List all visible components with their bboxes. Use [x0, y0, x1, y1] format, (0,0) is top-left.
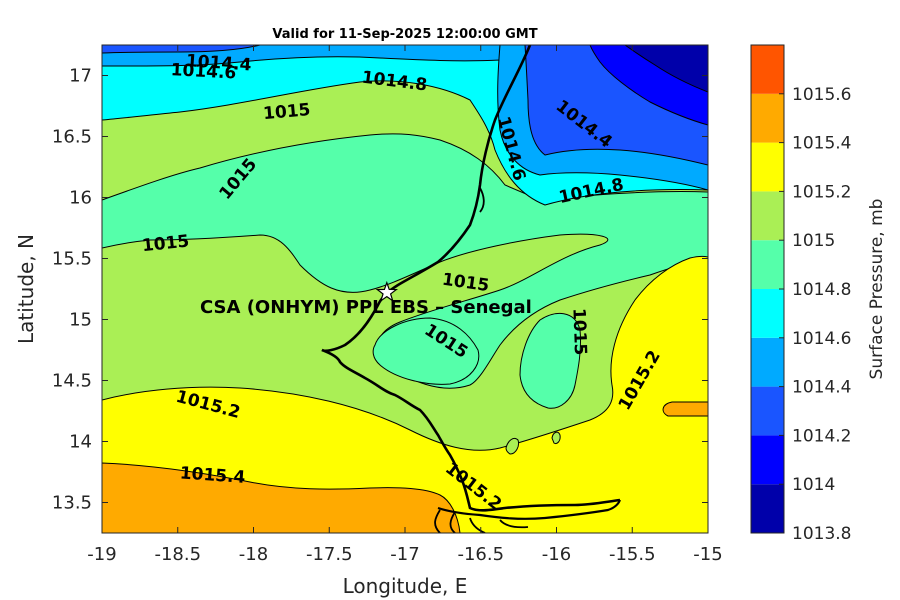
colorbar-swatch: [751, 386, 784, 436]
x-tick-label: -16: [542, 544, 571, 565]
x-tick-label: -17.5: [306, 544, 353, 565]
colorbar-label: 1015: [792, 231, 835, 251]
y-tick-label: 16.5: [52, 127, 92, 148]
colorbar-swatch: [751, 191, 784, 241]
y-tick-label: 15: [69, 310, 92, 331]
coastline: [321, 45, 621, 512]
band-1014.2-topleft: [102, 45, 261, 54]
colorbar-label: 1014.4: [792, 378, 851, 398]
x-tick-label: -16.5: [457, 544, 504, 565]
colorbar-label: 1014.2: [792, 426, 851, 446]
contour-label: 1015: [141, 231, 190, 256]
site-label: CSA (ONHYM) PPL EBS – Senegal: [200, 297, 532, 318]
band-1013.8: [624, 45, 708, 93]
colorbar-swatch: [751, 337, 784, 387]
y-tick-label: 14.5: [52, 371, 92, 392]
colorbar: 1013.8 1014 1014.2 1014.4 1014.6 1014.8 1015 10…: [750, 44, 851, 544]
plot-title: Valid for 11-Sep-2025 12:00:00 GMT: [272, 27, 537, 42]
colorbar-swatch: [751, 289, 784, 338]
x-tick-label: -15: [693, 544, 722, 565]
colorbar-swatch: [751, 142, 784, 192]
band-1015-island-a: [505, 437, 519, 455]
colorbar-swatch: [751, 240, 784, 289]
y-tick-label: 17: [69, 66, 92, 87]
y-axis: 13.5 14 14.5 15 15.5 16 16.5 17: [52, 66, 708, 514]
band-1014.8-pool: [519, 312, 581, 409]
colorbar-label: 1015.2: [792, 182, 851, 202]
contour-label: 1014.6: [170, 60, 237, 83]
colorbar-label: 1015.6: [792, 85, 851, 105]
x-tick-label: -18.5: [154, 544, 201, 565]
y-tick-label: 16: [69, 188, 92, 209]
star-icon: [375, 280, 399, 303]
gambia-river: [437, 499, 622, 520]
x-axis-title: Longitude, E: [343, 574, 468, 598]
colorbar-label: 1014: [792, 475, 835, 495]
x-tick-label: -19: [87, 544, 116, 565]
y-axis-title: Latitude, N: [14, 234, 38, 344]
y-tick-label: 14: [69, 432, 92, 453]
band-1015.4-right: [662, 401, 708, 417]
band-1015-island-b: [551, 431, 561, 444]
delta-lines: [434, 187, 529, 533]
band-1015.4: [102, 462, 461, 533]
colorbar-swatch: [751, 45, 784, 94]
colorbar-swatch: [751, 484, 784, 533]
site-marker: [375, 280, 399, 303]
contour-label: 1014.4: [185, 51, 252, 76]
x-tick-label: -18: [239, 544, 268, 565]
colorbar-title: Surface Pressure, mb: [867, 199, 887, 380]
y-tick-label: 13.5: [52, 493, 92, 514]
x-tick-label: -17: [390, 544, 419, 565]
colorbar-label: 1015.4: [792, 134, 851, 154]
contour-label: 1015.4: [179, 463, 246, 488]
band-1015.2: [102, 255, 708, 533]
colorbar-label: 1013.8: [792, 524, 851, 544]
colorbar-label: 1014.6: [792, 329, 851, 349]
colorbar-label: 1014.8: [792, 280, 851, 300]
x-axis: -19 -18.5 -18 -17.5 -17 -16.5 -16 -15.5 -15: [87, 45, 723, 565]
x-tick-label: -15.5: [609, 544, 656, 565]
contour-label: 1015: [568, 308, 590, 356]
contour-label: 1015: [262, 100, 311, 124]
colorbar-swatch: [751, 93, 784, 143]
colorbar-swatch: [751, 435, 784, 485]
contour-map: [102, 45, 708, 533]
y-tick-label: 15.5: [52, 249, 92, 270]
band-1014.8-lake: [372, 317, 480, 385]
